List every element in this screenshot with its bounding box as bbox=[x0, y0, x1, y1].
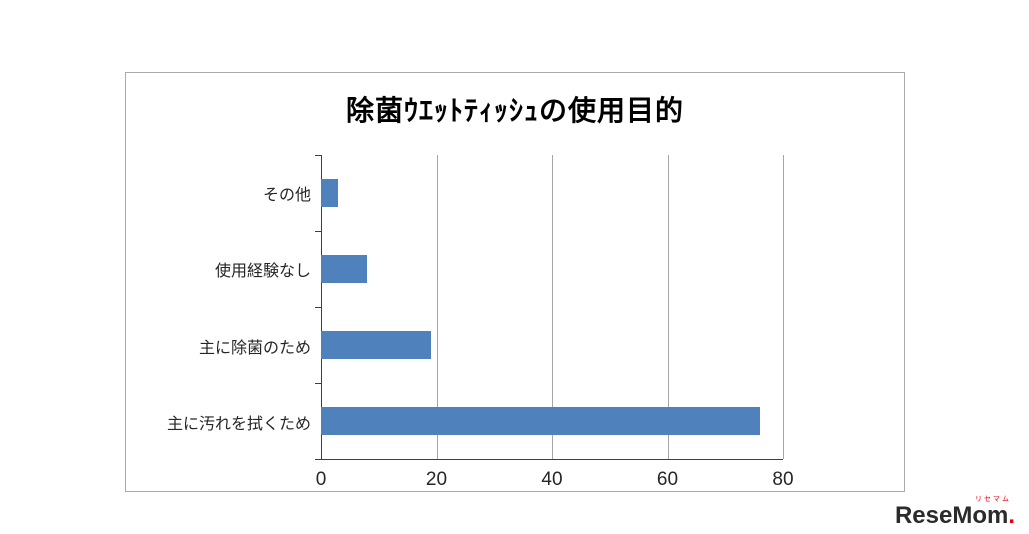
x-gridline bbox=[552, 155, 553, 459]
x-axis-tick-label: 80 bbox=[772, 469, 794, 490]
chart-title: 除菌ｳｴｯﾄﾃｨｯｼｭの使用目的 bbox=[345, 95, 684, 126]
logo-katakana-text: リセマム bbox=[975, 496, 1011, 503]
y-axis-tick bbox=[315, 231, 321, 232]
x-axis-tick-label: 20 bbox=[425, 469, 448, 490]
y-axis-tick bbox=[315, 383, 321, 384]
x-axis-tick-label: 40 bbox=[541, 469, 563, 490]
x-gridline bbox=[436, 155, 438, 459]
logo-wordmark: ReseMom. bbox=[895, 502, 1015, 529]
y-axis-tick bbox=[315, 155, 321, 156]
x-axis-tick-label: 0 bbox=[315, 469, 327, 490]
bar-rows bbox=[321, 155, 783, 459]
category-label: その他 bbox=[262, 187, 311, 205]
y-axis-line bbox=[321, 155, 322, 459]
category-label: 主に汚れを拭くため bbox=[166, 415, 311, 433]
bar-2 bbox=[321, 255, 368, 283]
bar-row bbox=[321, 231, 783, 307]
category-label: 使用経験なし bbox=[214, 263, 311, 281]
bar-row bbox=[321, 307, 783, 383]
bar-3 bbox=[321, 331, 431, 359]
bar-row bbox=[321, 155, 783, 231]
x-gridline bbox=[783, 155, 784, 459]
y-axis-tick bbox=[315, 307, 321, 308]
x-axis-tick-label: 60 bbox=[656, 469, 679, 490]
logo-text: ReseMom bbox=[894, 502, 1009, 529]
resemom-logo: リセマム ReseMom. bbox=[895, 496, 1015, 528]
y-axis-tick bbox=[315, 459, 321, 460]
chart-body: その他使用経験なし主に除菌のため主に汚れを拭くため 0 20 40 60 80 bbox=[126, 155, 904, 490]
plot-area: 0 20 40 60 80 bbox=[315, 155, 794, 490]
category-labels: その他使用経験なし主に除菌のため主に汚れを拭くため bbox=[126, 155, 321, 460]
bar-4 bbox=[321, 407, 760, 435]
x-gridline bbox=[667, 155, 669, 459]
logo-dot: . bbox=[1008, 502, 1015, 529]
bar-1 bbox=[321, 179, 339, 207]
category-label: 主に除菌のため bbox=[198, 339, 311, 357]
bar-row bbox=[321, 383, 783, 459]
chart-frame: 除菌ｳｴｯﾄﾃｨｯｼｭの使用目的 その他使用経験なし主に除菌のため主に汚れを拭く… bbox=[125, 72, 905, 492]
